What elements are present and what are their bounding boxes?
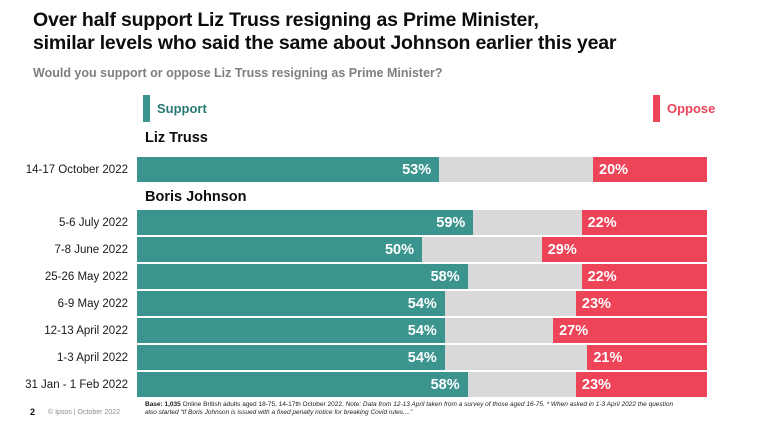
row-date-label: 12-13 April 2022 (44, 324, 128, 337)
legend-oppose-label: Oppose (667, 101, 716, 116)
support-value: 54% (407, 349, 437, 366)
chart-row: 7-8 June 2022 50% 29% (0, 237, 770, 262)
support-value: 58% (430, 268, 460, 285)
oppose-value: 22% (587, 214, 617, 231)
oppose-bar: 22% (581, 210, 707, 235)
chart-row: 14-17 October 2022 53% 20% (0, 157, 770, 182)
oppose-swatch-icon (653, 95, 660, 122)
oppose-value: 22% (587, 268, 617, 285)
legend-support: Support (143, 95, 207, 122)
group-header: Boris Johnson (145, 189, 247, 205)
row-date-label: 14-17 October 2022 (25, 163, 128, 176)
support-value: 59% (436, 214, 466, 231)
legend-support-label: Support (157, 101, 207, 116)
page-title: Over half support Liz Truss resigning as… (33, 9, 616, 55)
support-bar: 50% (137, 237, 422, 262)
bar-track: 59% 22% (137, 210, 707, 235)
support-bar: 58% (137, 264, 468, 289)
support-bar: 54% (137, 291, 445, 316)
row-date-label: 1-3 April 2022 (57, 351, 128, 364)
support-bar: 54% (137, 318, 445, 343)
support-bar: 59% (137, 210, 474, 235)
oppose-bar: 23% (575, 372, 707, 397)
row-date-label: 5-6 July 2022 (58, 216, 128, 229)
chart-row: 31 Jan - 1 Feb 2022 58% 23% (0, 372, 770, 397)
support-bar: 58% (137, 372, 468, 397)
oppose-value: 27% (559, 322, 589, 339)
oppose-value: 29% (547, 241, 577, 258)
bar-track: 50% 29% (137, 237, 707, 262)
chart-row: 5-6 July 2022 59% 22% (0, 210, 770, 235)
oppose-value: 21% (593, 349, 623, 366)
bar-track: 54% 27% (137, 318, 707, 343)
question-subtitle: Would you support or oppose Liz Truss re… (33, 66, 443, 80)
bar-track: 58% 23% (137, 372, 707, 397)
support-value: 54% (407, 295, 437, 312)
bar-track: 53% 20% (137, 157, 707, 182)
title-line-1: Over half support Liz Truss resigning as… (33, 9, 539, 31)
row-date-label: 6-9 May 2022 (57, 297, 128, 310)
oppose-bar: 20% (593, 157, 707, 182)
oppose-bar: 21% (587, 345, 707, 370)
oppose-value: 23% (581, 376, 611, 393)
bar-track: 58% 22% (137, 264, 707, 289)
page-number: 2 (30, 407, 36, 417)
bar-track: 54% 21% (137, 345, 707, 370)
oppose-bar: 27% (553, 318, 707, 343)
support-bar: 53% (137, 157, 440, 182)
chart-row: 12-13 April 2022 54% 27% (0, 318, 770, 343)
oppose-value: 20% (599, 161, 629, 178)
group-header: Liz Truss (145, 130, 208, 146)
chart-row: 1-3 April 2022 54% 21% (0, 345, 770, 370)
row-date-label: 7-8 June 2022 (54, 243, 128, 256)
oppose-bar: 23% (575, 291, 707, 316)
footnote-note: Note: Data from 12-13 April taken from a… (145, 401, 674, 416)
chart: Liz Truss 14-17 October 2022 53% 20% Boris J… (0, 128, 770, 399)
footnote-base-prefix: Base: 1,035 (145, 401, 181, 408)
bar-track: 54% 23% (137, 291, 707, 316)
oppose-bar: 29% (541, 237, 707, 262)
support-value: 54% (407, 322, 437, 339)
footnote: Base: 1,035 Online British adults aged 1… (145, 401, 685, 417)
support-bar: 54% (137, 345, 445, 370)
oppose-bar: 22% (581, 264, 707, 289)
title-line-2: similar levels who said the same about J… (33, 32, 617, 54)
legend-oppose: Oppose (653, 95, 715, 122)
support-value: 58% (430, 376, 460, 393)
row-date-label: 25-26 May 2022 (44, 270, 128, 283)
support-value: 53% (402, 161, 432, 178)
copyright: © Ipsos | October 2022 (48, 409, 120, 416)
chart-row: 6-9 May 2022 54% 23% (0, 291, 770, 316)
oppose-value: 23% (581, 295, 611, 312)
footnote-base-rest: Online British adults aged 18-75, 14-17t… (180, 401, 346, 408)
support-swatch-icon (143, 95, 150, 122)
row-date-label: 31 Jan - 1 Feb 2022 (25, 378, 128, 391)
support-value: 50% (384, 241, 414, 258)
chart-row: 25-26 May 2022 58% 22% (0, 264, 770, 289)
